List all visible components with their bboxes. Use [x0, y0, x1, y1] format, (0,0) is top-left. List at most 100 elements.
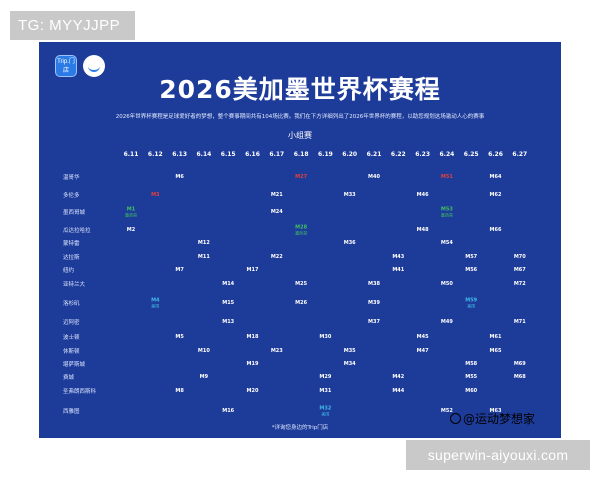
match-cell: M54 — [441, 240, 453, 246]
match-cell: M62 — [490, 192, 502, 198]
match-code: M46 — [416, 192, 429, 198]
city-label: 迈阿密 — [63, 320, 80, 326]
match-code: M17 — [246, 267, 259, 273]
match-cell: M52 — [441, 408, 453, 414]
match-cell: M29 — [319, 374, 331, 380]
match-code: M23 — [270, 348, 283, 354]
match-cell: M14 — [222, 281, 234, 287]
city-label: 达拉斯 — [63, 255, 80, 261]
city-label: 西雅图 — [63, 409, 80, 415]
match-cell: M20 — [247, 388, 259, 394]
match-code: M33 — [343, 192, 356, 198]
match-code: M30 — [319, 334, 332, 340]
match-host-label: 美国 — [151, 303, 160, 309]
match-code: M71 — [513, 319, 526, 325]
date-header: 6.22 — [390, 151, 406, 158]
match-cell: M71 — [514, 319, 526, 325]
match-code: M10 — [197, 348, 210, 354]
match-cell: M3 — [151, 192, 159, 198]
match-host-label: 墨西哥 — [295, 230, 308, 236]
match-code: M20 — [246, 388, 259, 394]
city-label: 堪萨斯城 — [63, 362, 86, 368]
match-code: M68 — [513, 374, 526, 380]
match-cell: M10 — [198, 348, 210, 354]
match-cell: M37 — [368, 319, 380, 325]
match-cell: M40 — [368, 174, 380, 180]
match-code: M25 — [295, 281, 308, 287]
date-header: 6.19 — [317, 151, 333, 158]
match-code: M38 — [368, 281, 380, 287]
match-cell: M26 — [295, 300, 307, 306]
match-code: M55 — [465, 374, 478, 380]
city-label: 圣弗朗西斯科 — [63, 389, 97, 395]
match-cell: M8 — [175, 388, 183, 394]
city-label: 蒙特雷 — [63, 241, 80, 247]
match-code: M27 — [295, 174, 308, 180]
match-cell: M64 — [490, 174, 502, 180]
match-cell: M49 — [441, 319, 453, 325]
match-code: M2 — [126, 227, 136, 233]
match-cell: M17 — [247, 267, 259, 273]
date-header: 6.23 — [415, 151, 430, 158]
match-code: M66 — [489, 227, 502, 233]
match-cell: M7 — [175, 267, 183, 273]
match-code: M21 — [270, 192, 283, 198]
match-cell: M47 — [417, 348, 429, 354]
match-code: M49 — [440, 319, 453, 325]
match-cell: M30 — [319, 334, 331, 340]
match-cell: M48 — [417, 227, 429, 233]
match-cell: M28 墨西哥 — [295, 225, 307, 236]
match-cell: M11 — [198, 254, 210, 260]
match-code: M69 — [513, 361, 526, 367]
match-cell: M25 — [295, 281, 307, 287]
match-code: M28 — [295, 224, 308, 231]
match-cell: M18 — [247, 334, 259, 340]
match-cell: M38 — [368, 281, 380, 287]
date-header: 6.11 — [123, 151, 139, 158]
match-cell: M6 — [175, 174, 183, 180]
bottom-url-watermark: superwin-aiyouxi.com — [406, 440, 590, 470]
match-cell: M39 — [368, 300, 380, 306]
date-header: 6.17 — [269, 151, 285, 158]
match-code: M36 — [343, 240, 356, 246]
match-code: M29 — [319, 374, 332, 380]
match-code: M64 — [489, 174, 502, 180]
match-cell: M56 — [465, 267, 477, 273]
match-code: M63 — [489, 408, 502, 414]
match-cell: M5 — [175, 334, 183, 340]
match-cell: M66 — [490, 227, 502, 233]
match-code: M51 — [440, 174, 453, 180]
match-host-label: 美国 — [467, 303, 476, 309]
match-code: M8 — [175, 388, 184, 394]
match-code: M16 — [222, 408, 235, 414]
match-code: M7 — [175, 267, 184, 273]
date-header: 6.13 — [172, 151, 187, 158]
match-cell: M58 — [465, 361, 477, 367]
match-cell: M69 — [514, 361, 526, 367]
match-cell: M36 — [344, 240, 356, 246]
match-code: M22 — [270, 254, 283, 260]
match-code: M35 — [343, 348, 356, 354]
match-code: M24 — [270, 209, 283, 215]
match-code: M67 — [513, 267, 526, 273]
match-code: M13 — [222, 319, 235, 325]
match-cell: M22 — [271, 254, 283, 260]
poster-intro: 2026年世界杯赛程是足球爱好者的梦想，整个赛事期间共有104场比赛。我们在下方… — [115, 114, 485, 120]
date-header: 6.16 — [245, 151, 260, 158]
match-cell: M65 — [490, 348, 502, 354]
match-cell: M21 — [271, 192, 283, 198]
match-code: M39 — [368, 300, 380, 306]
date-header: 6.21 — [366, 151, 382, 158]
match-code: M52 — [440, 408, 453, 414]
poster-footnote: *详询您身边的Trip门店 — [271, 425, 329, 431]
match-code: M56 — [465, 267, 478, 273]
city-label: 温哥华 — [63, 175, 80, 181]
match-code: M5 — [175, 334, 184, 340]
match-code: M26 — [295, 300, 308, 306]
match-code: M54 — [440, 240, 453, 246]
match-code: M48 — [416, 227, 429, 233]
match-host-label: 墨西哥 — [440, 212, 453, 218]
match-code: M6 — [175, 174, 184, 180]
match-cell: M63 — [490, 408, 502, 414]
match-code: M58 — [465, 361, 478, 367]
